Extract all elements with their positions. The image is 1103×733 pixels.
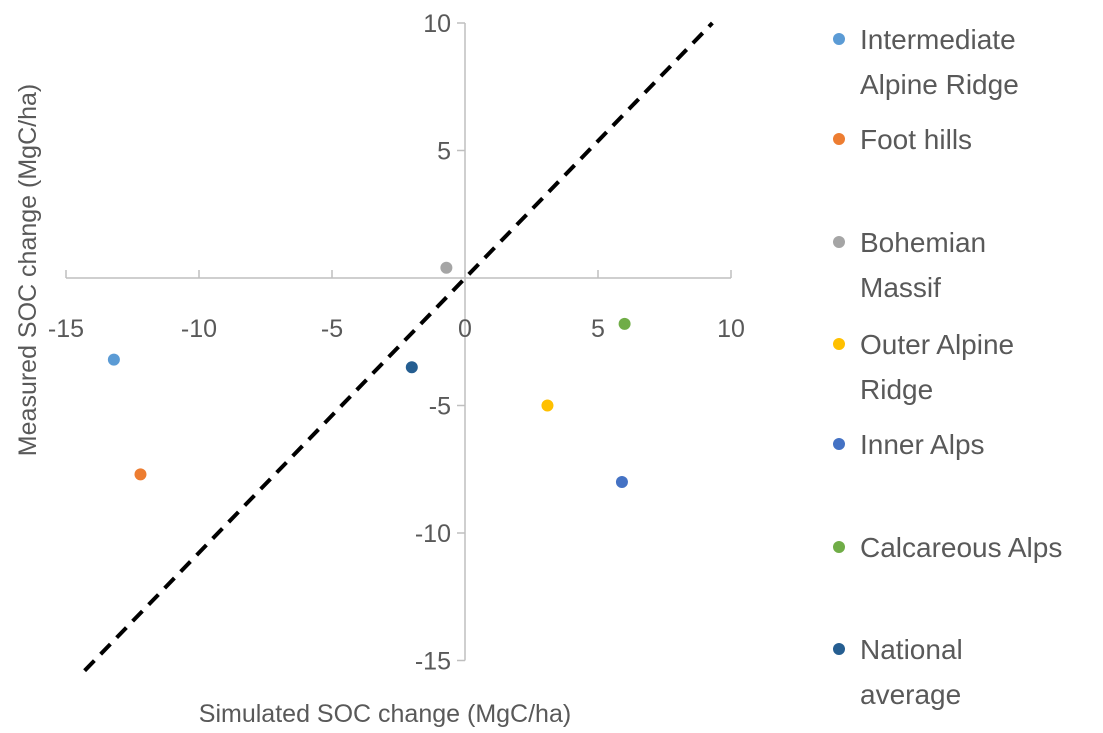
- y-tick-label: 10: [423, 10, 451, 38]
- legend-marker: [833, 33, 845, 45]
- legend-label: Alpine Ridge: [860, 69, 1019, 100]
- legend-label: Bohemian: [860, 227, 986, 258]
- data-point: [134, 468, 147, 481]
- x-axis-title: Simulated SOC change (MgC/ha): [199, 700, 571, 728]
- legend-entry: Intermediate Alpine Ridge: [833, 24, 1019, 100]
- legend-marker: [833, 643, 845, 655]
- legend-entry: Calcareous Alps: [833, 532, 1062, 563]
- legend-label: average: [860, 679, 961, 710]
- legend-entry: Foot hills: [833, 124, 972, 155]
- y-axis-title: Measured SOC change (MgC/ha): [14, 84, 42, 456]
- x-tick-label: -10: [181, 315, 217, 343]
- data-points: [107, 261, 631, 488]
- legend-entry: Inner Alps: [833, 429, 985, 460]
- legend-marker: [833, 541, 845, 553]
- legend-label: Outer Alpine: [860, 329, 1014, 360]
- legend-label: Intermediate: [860, 24, 1016, 55]
- legend-entry: National average: [833, 634, 963, 710]
- x-tick-label: -15: [48, 315, 84, 343]
- one-to-one-reference-line: [83, 21, 714, 673]
- x-tick-label: 0: [458, 315, 472, 343]
- y-tick-label: -10: [415, 520, 451, 548]
- data-point: [618, 317, 631, 330]
- x-tick-label: 10: [717, 315, 745, 343]
- legend-entry: Outer Alpine Ridge: [833, 329, 1014, 405]
- legend-label: Ridge: [860, 374, 933, 405]
- y-tick-label: -15: [415, 648, 451, 676]
- data-point: [405, 361, 418, 374]
- legend-marker: [833, 438, 845, 450]
- data-point: [440, 261, 453, 274]
- data-point: [615, 476, 628, 488]
- y-tick-label: -5: [429, 393, 451, 421]
- legend-label: Massif: [860, 272, 941, 303]
- legend: Intermediate Alpine Ridge Foot hills Bohemi…: [833, 24, 1062, 710]
- axes: -15 -10 -5 0 5 10 -15 -10 -5 5 10: [48, 10, 745, 676]
- data-point: [107, 353, 120, 366]
- legend-label: Inner Alps: [860, 429, 985, 460]
- legend-label: National: [860, 634, 963, 665]
- legend-label: Calcareous Alps: [860, 532, 1062, 563]
- legend-marker: [833, 338, 845, 350]
- x-tick-label: 5: [591, 315, 605, 343]
- reference-line-group: [83, 21, 714, 673]
- legend-label: Foot hills: [860, 124, 972, 155]
- legend-marker: [833, 236, 845, 248]
- data-point: [541, 399, 554, 412]
- legend-marker: [833, 133, 845, 145]
- y-tick-label: 5: [437, 138, 451, 166]
- legend-entry: Bohemian Massif: [833, 227, 986, 303]
- x-tick-label: -5: [321, 315, 343, 343]
